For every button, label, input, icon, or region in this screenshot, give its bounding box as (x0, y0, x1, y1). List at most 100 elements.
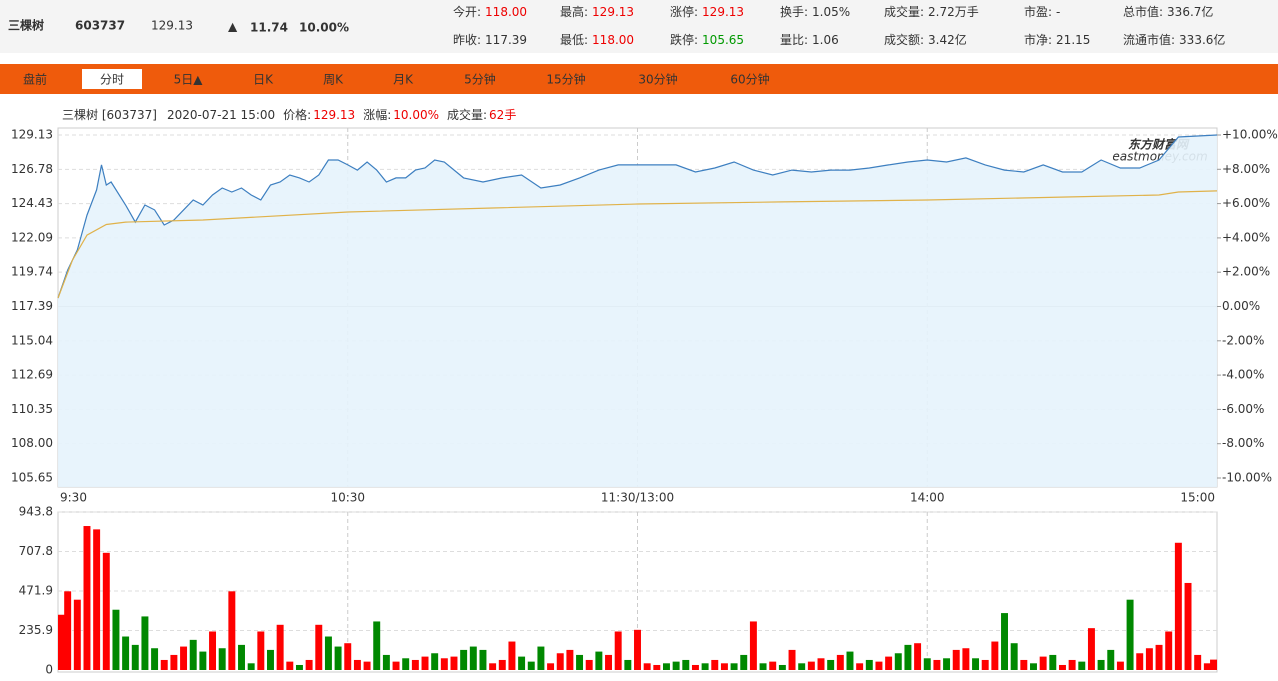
volume-bar (286, 661, 294, 670)
stat: 成交额: 3.42亿 (884, 32, 967, 47)
tab[interactable]: 30分钟 (638, 72, 677, 87)
y-tick-label: 943.8 (19, 505, 53, 519)
nav-bar (0, 64, 1278, 94)
stat: 流通市值: 333.6亿 (1123, 32, 1225, 47)
volume-bar (1058, 664, 1066, 670)
y-tick-label: 117.39 (11, 299, 53, 313)
y2-tick-label: -4.00% (1222, 368, 1264, 382)
stat-label: 最低: (560, 33, 588, 47)
volume-bar (1155, 644, 1163, 670)
y-tick-label: 471.9 (19, 584, 53, 598)
volume-bar (1097, 659, 1105, 670)
volume-bar (952, 649, 960, 670)
y-tick-label: 0 (45, 663, 53, 677)
y-tick-label: 108.00 (11, 436, 53, 450)
tab[interactable]: 月K (393, 73, 414, 87)
volume-bar (64, 591, 72, 670)
volume-bar (1087, 628, 1095, 670)
volume-bar (411, 659, 419, 670)
volume-bar (276, 624, 284, 670)
volume-bar (1165, 631, 1173, 670)
volume-bar (199, 651, 207, 670)
info-name: 三棵树 [603737] (62, 107, 157, 122)
stat: 涨停: 129.13 (670, 4, 744, 19)
volume-bar (1126, 599, 1134, 670)
y2-tick-label: -10.00% (1222, 471, 1272, 485)
volume-bar (305, 659, 313, 670)
stat: 市净: 21.15 (1024, 32, 1090, 47)
volume-bar (981, 659, 989, 670)
stat-value: 333.6亿 (1179, 32, 1225, 47)
volume-bar (885, 656, 893, 670)
volume-bar (1107, 649, 1115, 670)
volume-bar (682, 659, 690, 670)
volume-bar (778, 664, 786, 670)
stat-value: 1.06 (812, 33, 839, 47)
y2-tick-label: -6.00% (1222, 402, 1264, 416)
volume-bar (1136, 653, 1144, 670)
volume-bar (691, 664, 699, 670)
volume-bar (170, 654, 178, 670)
y2-tick-label: 0.00% (1222, 299, 1260, 313)
volume-bar (1184, 582, 1192, 670)
active-tab-bg (82, 69, 142, 89)
volume-bar (614, 631, 622, 670)
volume-bar (537, 646, 545, 670)
volume-bar (402, 658, 410, 670)
volume-bar (102, 552, 110, 670)
change-pct: 10.00% (299, 21, 349, 35)
stat-label: 市净: (1024, 32, 1052, 47)
volume-bar (421, 656, 429, 670)
y-tick-label: 126.78 (11, 162, 53, 176)
tab[interactable]: 盘前 (23, 72, 47, 87)
y-tick-label: 105.65 (11, 471, 53, 485)
stock-code: 603737 (75, 19, 125, 33)
stat-label: 涨停: (670, 4, 698, 19)
x-tick-label: 11:30/13:00 (601, 491, 674, 505)
stat-value: 3.42亿 (928, 32, 967, 47)
stat-value: 336.7亿 (1167, 4, 1213, 19)
info-time: 2020-07-21 15:00 (167, 108, 275, 122)
y-tick-label: 115.04 (11, 333, 53, 347)
tab[interactable]: 5日▲ (174, 73, 204, 87)
volume-bar (382, 654, 390, 670)
stat: 昨收: 117.39 (453, 33, 527, 47)
volume-bar (353, 659, 361, 670)
volume-bar (624, 659, 632, 670)
volume-bar (730, 663, 738, 670)
tab[interactable]: 日K (253, 73, 274, 87)
tab[interactable]: 5分钟 (464, 72, 496, 87)
y2-tick-label: +4.00% (1222, 230, 1270, 244)
tab[interactable]: 周K (323, 73, 344, 87)
volume-bar (943, 658, 951, 670)
volume-bar (914, 643, 922, 670)
stat: 量比: 1.06 (780, 33, 839, 47)
volume-bar (807, 661, 815, 670)
x-tick-label: 10:30 (330, 491, 365, 505)
volume-bar (122, 636, 130, 670)
y-tick-label: 707.8 (19, 544, 53, 558)
arrow: ▲ (228, 20, 238, 34)
volume-bar (450, 656, 458, 670)
volume-bar (527, 661, 535, 670)
volume-bar (720, 663, 728, 670)
volume-bar (595, 651, 603, 670)
stat-label: 成交量: (884, 4, 924, 19)
x-tick-label: 15:00 (1180, 491, 1215, 505)
volume-bar (1020, 659, 1028, 670)
volume-bar (112, 609, 120, 670)
volume-bar (701, 663, 709, 670)
volume-bar (1194, 654, 1202, 670)
volume-bar (894, 653, 902, 670)
tab[interactable]: 60分钟 (730, 72, 769, 87)
stat-value: 118.00 (592, 33, 634, 47)
stat-value: - (1056, 5, 1060, 19)
volume-bar (83, 526, 91, 670)
stat: 市盈: - (1024, 4, 1060, 19)
x-tick-label: 14:00 (910, 491, 945, 505)
tab[interactable]: 分时 (100, 73, 124, 87)
y-tick-label: 112.69 (11, 368, 53, 382)
info-value: 129.13 (313, 108, 355, 122)
tab[interactable]: 15分钟 (546, 72, 585, 87)
volume-bar (363, 661, 371, 670)
